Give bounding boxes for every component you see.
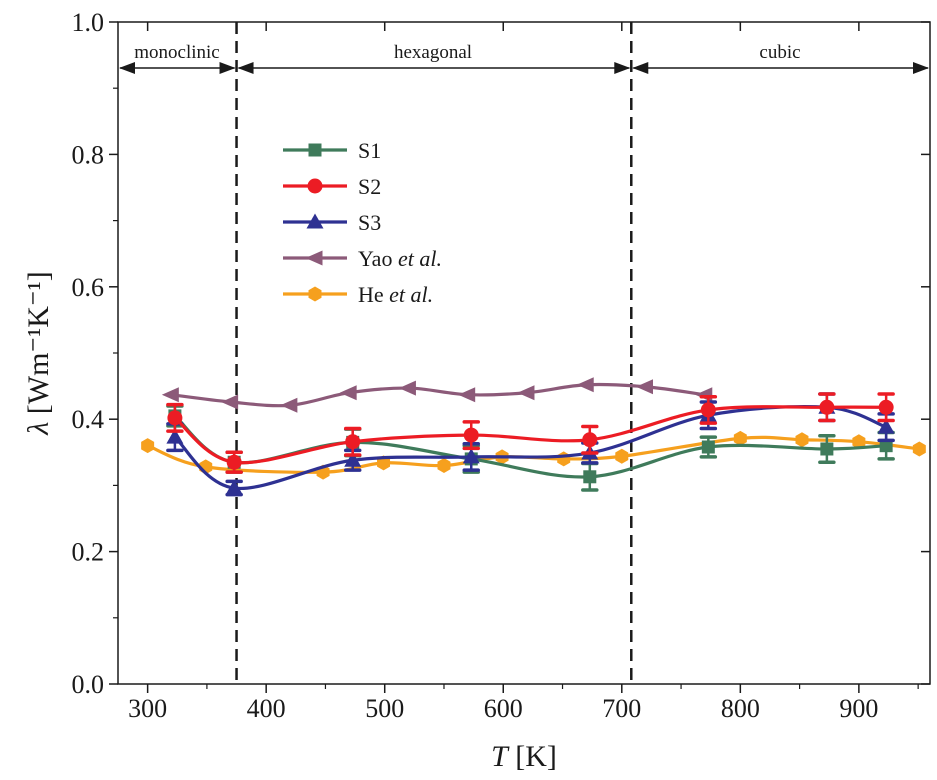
data-point [345,434,361,450]
x-tick-label: 700 [602,694,641,723]
x-tick-label: 500 [365,694,404,723]
arrow-head-right [913,62,929,74]
x-axis-label: T [K] [491,740,557,773]
legend-entry-s2: S2 [283,174,381,199]
arrow-head-left [119,62,135,74]
data-point [339,385,357,401]
data-point [344,451,362,467]
data-point [161,387,179,403]
x-tick-label: 600 [484,694,523,723]
series-yao [161,377,713,413]
data-point [879,439,893,453]
series-s2 [166,392,895,474]
series-s1 [166,404,895,492]
data-point [878,399,894,415]
data-point [517,385,535,401]
x-tick-label: 900 [839,694,878,723]
data-point [141,438,155,454]
plot-area [235,22,633,684]
x-tick-label: 300 [128,694,167,723]
data-point [463,427,479,443]
data-point [582,432,598,448]
data-point [912,441,926,457]
data-point [583,470,597,484]
series-line [173,405,887,465]
data-point [576,377,594,393]
legend-entry-he: He et al. [283,282,433,307]
data-point [819,399,835,415]
phase-labels: monoclinic hexagonal cubic [134,42,800,63]
data-point [437,458,451,474]
arrow-head-left [237,62,254,74]
y-axis-unit: [Wm⁻¹K⁻¹] [22,271,55,421]
legend-label: S1 [358,138,381,163]
data-point [795,432,809,448]
y-tick-label: 0.4 [72,405,105,434]
legend-symbol [283,213,347,229]
series-line [171,382,705,408]
legend-symbol [283,143,347,157]
data-point [700,402,716,418]
data-marks [141,377,926,497]
legend-marker [308,286,322,302]
data-point [852,434,866,450]
data-point [280,397,298,413]
y-tick-label: 0.8 [72,140,105,169]
arrow-head-left [632,62,649,74]
y-tick-label: 0.0 [72,670,105,699]
data-point [226,454,242,470]
y-tick-label: 1.0 [72,8,105,37]
data-point [398,380,416,396]
data-point [225,479,243,495]
data-point [557,451,571,467]
data-point [701,440,715,454]
legend-marker [305,250,323,266]
data-point [615,448,629,464]
y-axis-ticks: 0.0 0.2 0.4 0.6 0.8 1.0 [72,8,930,699]
series-line [173,414,887,479]
legend-entry-yao: Yao et al. [283,246,442,271]
legend-entry-s1: S1 [283,138,381,163]
x-axis-ticks: 300 400 500 600 700 800 900 [128,22,919,723]
legend-entry-s3: S3 [283,210,381,235]
legend-marker [307,178,323,194]
legend-symbol [283,250,347,266]
x-tick-label: 800 [721,694,760,723]
data-point [877,418,895,434]
series-s3 [166,392,895,497]
phase-label-hexagonal: hexagonal [394,42,472,63]
phase-label-cubic: cubic [759,42,800,63]
phase-arrows [119,62,929,74]
data-point [167,410,183,426]
legend: S1 S2 S3 Yao et al. He et al. [283,138,442,307]
plot-frame [117,21,931,685]
data-point [458,387,476,403]
legend-marker [308,143,322,157]
y-tick-label: 0.6 [72,273,105,302]
data-point [695,387,713,403]
y-axis-label: λ [Wm⁻¹K⁻¹] [22,271,55,435]
data-point [462,448,480,464]
y-tick-label: 0.2 [72,538,105,567]
data-point [733,430,747,446]
arrow-head-right [219,62,236,74]
data-point [820,442,834,456]
data-point [166,428,184,444]
phase-label-monoclinic: monoclinic [134,42,219,63]
legend-label: Yao et al. [358,246,442,271]
data-point [636,379,654,395]
arrow-head-right [614,62,631,74]
legend-marker [306,213,324,229]
x-tick-label: 400 [247,694,286,723]
legend-label: He et al. [358,282,433,307]
legend-label: S2 [358,174,381,199]
data-point [221,394,239,410]
legend-label: S3 [358,210,381,235]
legend-symbol [283,178,347,194]
legend-symbol [283,286,347,302]
